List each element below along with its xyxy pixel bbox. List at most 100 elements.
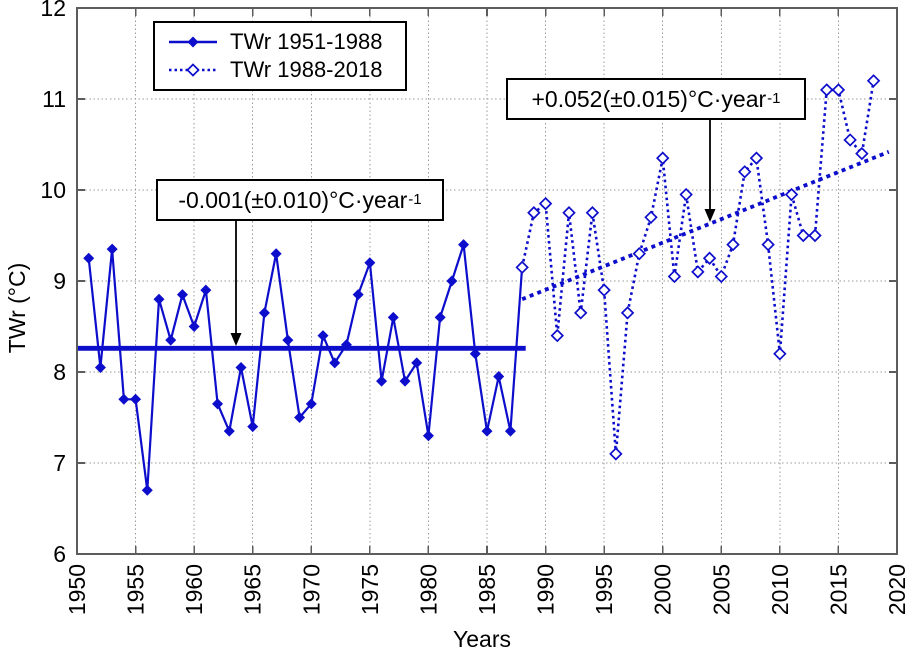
y-tick-label: 9 bbox=[53, 268, 66, 294]
data-point-marker bbox=[493, 371, 505, 383]
data-point-marker bbox=[866, 74, 881, 88]
data-point-marker bbox=[796, 228, 810, 243]
data-point-marker bbox=[329, 357, 341, 369]
x-tick-label: 1975 bbox=[357, 564, 383, 615]
data-point-marker bbox=[387, 311, 399, 323]
data-point-marker bbox=[317, 330, 329, 342]
data-point-marker bbox=[235, 361, 247, 373]
data-point-marker bbox=[620, 306, 635, 320]
data-point-marker bbox=[399, 375, 411, 387]
data-point-marker bbox=[632, 246, 646, 261]
data-point-marker bbox=[527, 206, 541, 220]
annotation-trend-1988-2018: +0.052(±0.015)°C·year -1 bbox=[506, 78, 806, 120]
data-point-marker bbox=[258, 307, 270, 319]
trend-line bbox=[521, 150, 890, 301]
data-point-marker bbox=[667, 269, 682, 284]
x-tick-label: 1965 bbox=[240, 564, 266, 615]
x-tick-label: 2020 bbox=[884, 564, 910, 615]
data-point-marker bbox=[458, 239, 470, 251]
data-point-marker bbox=[773, 347, 787, 361]
data-point-marker bbox=[714, 269, 728, 284]
data-point-marker bbox=[550, 328, 564, 343]
data-point-marker bbox=[364, 257, 376, 269]
x-tick-label: 2005 bbox=[708, 564, 734, 615]
data-point-marker bbox=[609, 447, 623, 461]
data-point-marker bbox=[200, 284, 212, 296]
data-point-marker bbox=[212, 398, 224, 410]
data-point-marker bbox=[106, 243, 118, 255]
annotation-arrowhead-icon bbox=[704, 209, 716, 222]
annotation-trend-1951-1988: -0.001(±0.010)°C·year -1 bbox=[156, 179, 444, 221]
legend-label: TWr 1951-1988 bbox=[230, 28, 383, 54]
data-point-marker bbox=[504, 425, 516, 437]
data-series-markers bbox=[83, 74, 881, 496]
data-point-marker bbox=[538, 196, 553, 211]
data-point-marker bbox=[118, 393, 130, 405]
x-tick-label: 2000 bbox=[650, 564, 676, 615]
data-point-marker bbox=[749, 151, 764, 165]
data-point-marker bbox=[247, 421, 259, 433]
data-point-marker bbox=[679, 187, 693, 202]
trend-lines bbox=[77, 150, 890, 351]
y-tick-label: 7 bbox=[53, 450, 66, 476]
data-point-marker bbox=[94, 361, 106, 373]
data-point-marker bbox=[820, 83, 834, 97]
annotation-arrowhead-icon bbox=[230, 333, 242, 346]
data-point-marker bbox=[223, 425, 235, 437]
legend-item-1951-1988: TWr 1951-1988 bbox=[155, 28, 405, 54]
x-axis-label: Years bbox=[453, 626, 511, 652]
data-point-marker bbox=[434, 311, 446, 323]
data-point-marker bbox=[726, 237, 740, 252]
y-tick-label: 11 bbox=[42, 86, 66, 112]
data-point-marker bbox=[515, 260, 529, 275]
data-point-marker bbox=[270, 248, 282, 260]
data-point-marker bbox=[153, 293, 165, 305]
data-point-marker bbox=[340, 339, 352, 351]
data-point-marker bbox=[761, 237, 775, 252]
legend-box: TWr 1951-1988 TWr 1988-2018 bbox=[153, 21, 407, 91]
data-point-marker bbox=[294, 412, 306, 423]
y-tick-labels: 6 7 8 9 10 11 12 bbox=[40, 0, 66, 567]
x-tick-label: 1985 bbox=[474, 564, 500, 615]
data-point-marker bbox=[469, 348, 481, 360]
data-point-marker bbox=[808, 228, 822, 243]
x-tick-label: 1950 bbox=[64, 564, 90, 615]
x-tick-label: 2015 bbox=[825, 564, 851, 615]
data-point-marker bbox=[585, 206, 600, 220]
data-point-marker bbox=[574, 306, 588, 320]
data-point-marker bbox=[376, 375, 388, 387]
data-point-marker bbox=[282, 334, 294, 346]
legend-label: TWr 1988-2018 bbox=[230, 57, 383, 83]
legend-item-1988-2018: TWr 1988-2018 bbox=[155, 59, 405, 81]
data-point-marker bbox=[422, 430, 434, 442]
axis-ticks bbox=[76, 7, 898, 555]
y-tick-label: 10 bbox=[40, 177, 66, 203]
data-point-marker bbox=[644, 210, 658, 225]
data-point-marker bbox=[656, 151, 670, 165]
x-tick-label: 1970 bbox=[298, 564, 324, 615]
legend-line-dotted-open-diamond-icon bbox=[169, 63, 217, 78]
x-tick-label: 1990 bbox=[533, 564, 559, 615]
data-point-marker bbox=[597, 283, 611, 297]
data-point-marker bbox=[352, 289, 364, 301]
data-point-marker bbox=[831, 83, 846, 97]
annotation-text: +0.052(±0.015)°C·year bbox=[531, 85, 767, 112]
data-point-marker bbox=[702, 251, 717, 265]
data-point-marker bbox=[562, 206, 576, 220]
annotation-text: -0.001(±0.010)°C·year bbox=[178, 186, 408, 213]
annotation-arrows bbox=[230, 120, 716, 346]
data-point-marker bbox=[176, 289, 188, 301]
data-point-marker bbox=[411, 357, 423, 369]
data-point-marker bbox=[446, 275, 458, 287]
legend-line-solid-filled-diamond-icon bbox=[169, 36, 217, 48]
data-point-marker bbox=[165, 334, 177, 346]
x-tick-label: 1960 bbox=[181, 564, 207, 615]
series-line bbox=[87, 243, 524, 492]
data-point-marker bbox=[188, 321, 200, 332]
y-tick-label: 12 bbox=[40, 0, 66, 21]
data-point-marker bbox=[83, 252, 95, 264]
data-point-marker bbox=[843, 133, 857, 147]
x-tick-labels: 1950 1955 1960 1965 1970 1975 1980 1985 1990 1995… bbox=[64, 564, 910, 615]
